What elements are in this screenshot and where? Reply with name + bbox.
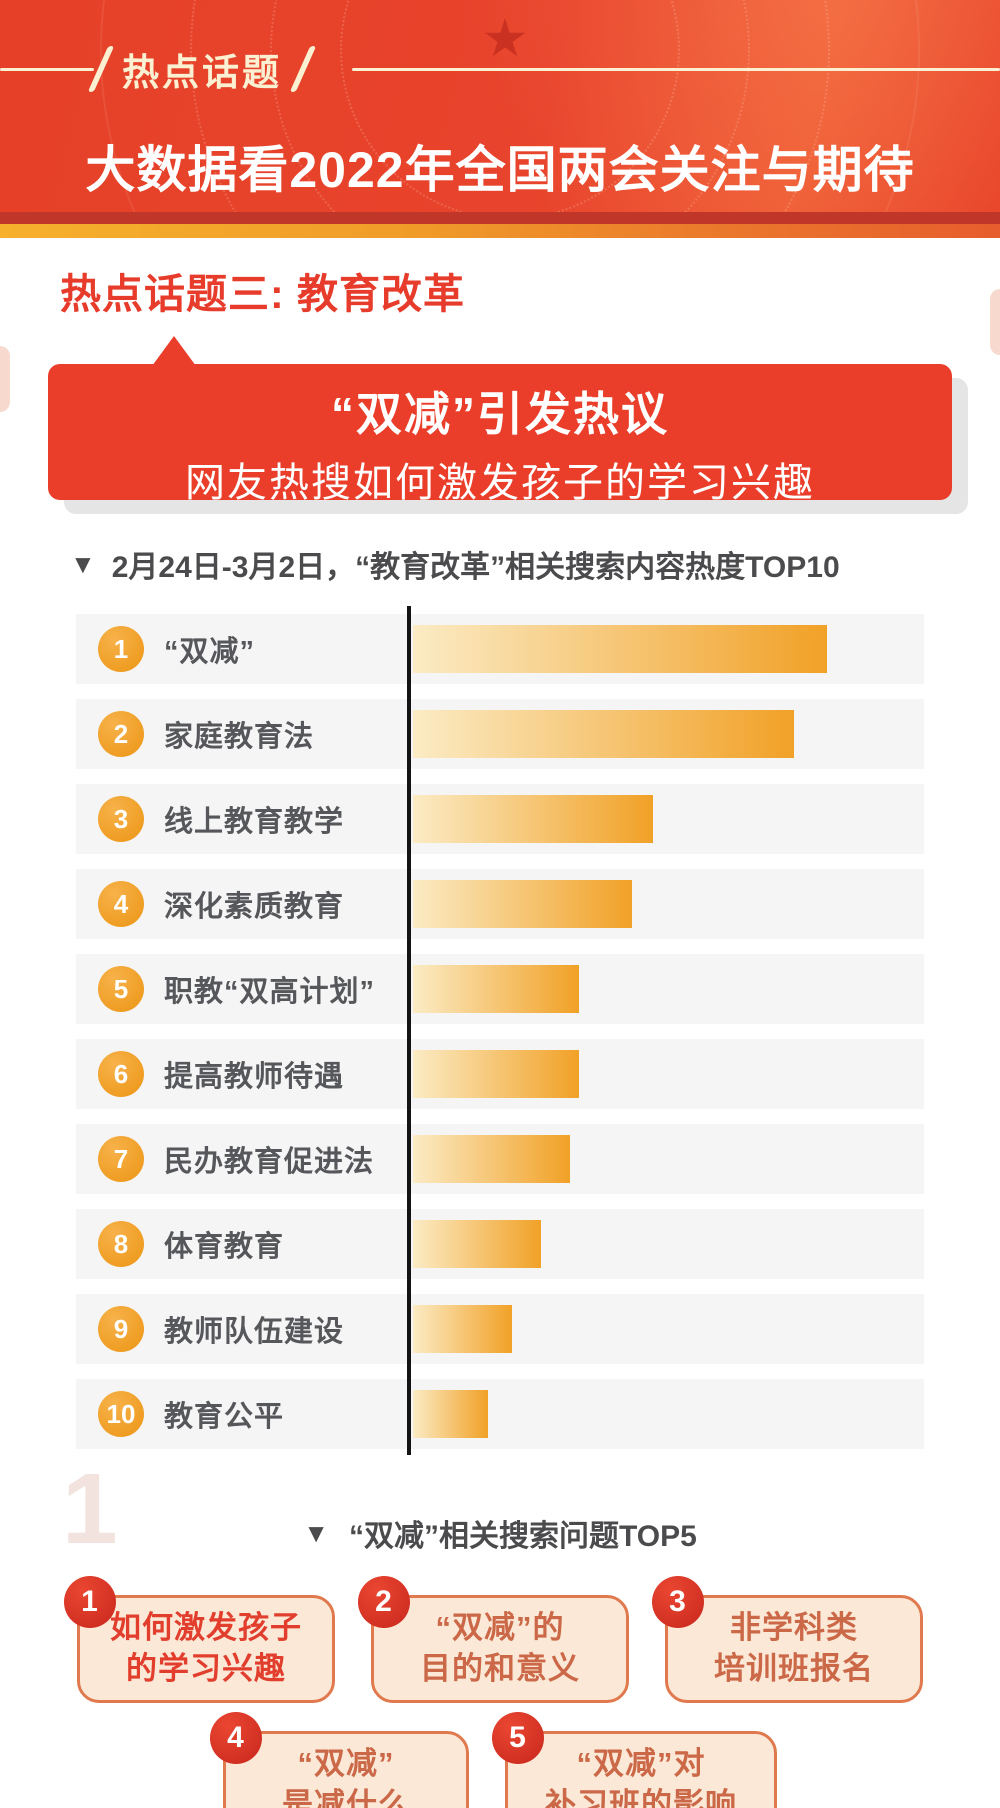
question-line-1: “双减” [297, 1745, 395, 1781]
kicker-label: 热点话题 [122, 52, 282, 93]
chart-row: 3 线上教育教学 [76, 784, 924, 854]
kicker: 热点话题 [87, 44, 317, 94]
row-label: 职教“双高计划” [164, 976, 376, 1008]
rank-badge: 2 [98, 711, 144, 757]
row-label: 体育教育 [164, 1231, 285, 1263]
row-label: 线上教育教学 [164, 806, 345, 838]
question-line-1: 如何激发孩子 [110, 1610, 302, 1645]
question-rank-badge: 1 [64, 1576, 116, 1628]
divider-strip-dark [0, 212, 1000, 224]
edge-sliver-right [990, 289, 1000, 355]
section-title: 热点话题三: 教育改革 [60, 271, 466, 317]
row-label: 民办教育促进法 [164, 1146, 375, 1178]
triangle-down-icon: ▼ [303, 1518, 329, 1548]
heat-bar [413, 795, 653, 843]
chart-rows: 1 “双减” 2 家庭教育法 3 线上教育教学 4 深化素质教育 5 职教“双高… [76, 614, 924, 1449]
row-label: “双减” [164, 636, 256, 668]
top5-title-text: “双减”相关搜索问题TOP5 [348, 1520, 697, 1553]
question-card: 2 “双减”的 目的和意义 [358, 1576, 629, 1703]
rank-badge: 3 [98, 796, 144, 842]
question-line-2: 培训班报名 [714, 1650, 874, 1686]
chart-row: 1 “双减” [76, 614, 924, 684]
bar-chart: 1 “双减” 2 家庭教育法 3 线上教育教学 4 深化素质教育 5 职教“双高… [76, 606, 924, 1455]
banner-title: “双减”引发热议 [331, 388, 669, 440]
rank-badge: 6 [98, 1051, 144, 1097]
heat-bar [413, 1135, 570, 1183]
question-card: 3 非学科类 培训班报名 [652, 1576, 923, 1703]
page-title: 大数据看2022年全国两会关注与期待 [85, 142, 915, 198]
question-card: 4 “双减” 是减什么 [210, 1711, 469, 1808]
heat-bar [413, 965, 579, 1013]
chart-row: 2 家庭教育法 [76, 699, 924, 769]
divider-strip-gold [0, 224, 1000, 238]
kicker-divider-right [352, 68, 1000, 71]
question-rank-badge: 5 [492, 1711, 544, 1764]
chart-axis-line [407, 606, 411, 1455]
heat-bar [413, 1050, 579, 1098]
question-line-2: 是减什么 [282, 1786, 410, 1808]
callout-banner: “双减”引发热议 网友热搜如何激发孩子的学习兴趣 [48, 336, 952, 505]
row-label: 教师队伍建设 [164, 1316, 345, 1348]
question-line-2: 补习班的影响 [545, 1786, 737, 1808]
row-label: 提高教师待遇 [164, 1061, 345, 1093]
kicker-divider-left [0, 68, 94, 71]
page-header: 热点话题 大数据看2022年全国两会关注与期待 [0, 0, 1000, 212]
question-card: 5 “双减”对 补习班的影响 [492, 1711, 777, 1808]
question-card: 1 如何激发孩子 的学习兴趣 [64, 1576, 335, 1703]
chart-title-text: 2月24日-3月2日，“教育改革”相关搜索内容热度TOP10 [111, 551, 840, 584]
chart-row: 10 教育公平 [76, 1379, 924, 1449]
question-line-2: 的学习兴趣 [126, 1650, 286, 1686]
row-label: 家庭教育法 [164, 721, 315, 753]
chart-row: 7 民办教育促进法 [76, 1124, 924, 1194]
question-rank-badge: 2 [358, 1576, 410, 1628]
rank-badge: 8 [98, 1221, 144, 1267]
chart-title: ▼ 2月24日-3月2日，“教育改革”相关搜索内容热度TOP10 [70, 542, 1000, 586]
row-label: 教育公平 [164, 1401, 285, 1433]
heat-bar [413, 1220, 541, 1268]
question-line-1: “双减”对 [576, 1745, 706, 1781]
row-label: 深化素质教育 [164, 891, 345, 923]
rank-badge: 4 [98, 881, 144, 927]
top5-row-2: 4 “双减” 是减什么 5 “双减”对 补习班的影响 [0, 1711, 1000, 1808]
heat-bar [413, 625, 827, 673]
triangle-down-icon: ▼ [70, 549, 96, 579]
rank-badge: 5 [98, 966, 144, 1012]
banner-subtitle: 网友热搜如何激发孩子的学习兴趣 [185, 461, 815, 505]
edge-sliver-left [0, 346, 10, 412]
rank-badge: 7 [98, 1136, 144, 1182]
chart-row: 6 提高教师待遇 [76, 1039, 924, 1109]
chart-row: 5 职教“双高计划” [76, 954, 924, 1024]
watermark-digit: 1 [62, 1453, 118, 1565]
question-line-1: 非学科类 [730, 1610, 858, 1645]
question-line-2: 目的和意义 [420, 1650, 580, 1686]
top5-title: ▼ “双减”相关搜索问题TOP5 [0, 1511, 1000, 1555]
chart-row: 4 深化素质教育 [76, 869, 924, 939]
rank-badge: 9 [98, 1306, 144, 1352]
chart-row: 8 体育教育 [76, 1209, 924, 1279]
question-rank-badge: 4 [210, 1711, 262, 1764]
heat-bar [413, 880, 632, 928]
question-line-1: “双减”的 [435, 1610, 565, 1645]
top5-row-1: 1 如何激发孩子 的学习兴趣 2 “双减”的 目的和意义 3 非学科类 培训班报… [0, 1576, 1000, 1703]
question-rank-badge: 3 [652, 1576, 704, 1628]
heat-bar [413, 710, 794, 758]
chart-row: 9 教师队伍建设 [76, 1294, 924, 1364]
rank-badge: 1 [98, 626, 144, 672]
heat-bar [413, 1390, 488, 1438]
rank-badge: 10 [98, 1391, 144, 1437]
heat-bar [413, 1305, 512, 1353]
